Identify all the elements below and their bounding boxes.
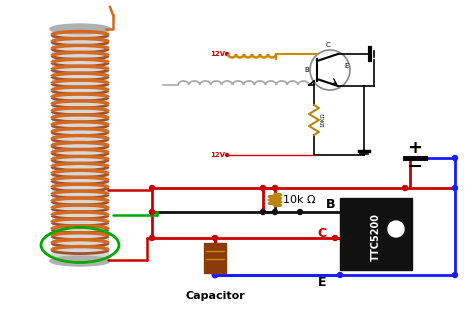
Text: B: B	[304, 67, 309, 73]
Circle shape	[388, 221, 404, 237]
Text: E: E	[344, 63, 348, 69]
Circle shape	[212, 272, 218, 277]
Ellipse shape	[50, 24, 110, 34]
Circle shape	[273, 186, 277, 191]
Circle shape	[337, 272, 343, 277]
Text: 12V: 12V	[210, 51, 225, 57]
Text: C: C	[326, 42, 330, 48]
Bar	[204, 243, 226, 273]
Text: 10k Ω: 10k Ω	[283, 195, 316, 205]
Circle shape	[212, 272, 218, 277]
Text: +: +	[408, 139, 422, 157]
Bar	[340, 198, 412, 270]
Bar	[160, 80, 178, 90]
Text: B: B	[326, 198, 335, 210]
Circle shape	[261, 209, 265, 214]
Circle shape	[149, 236, 155, 241]
Circle shape	[212, 236, 218, 241]
Circle shape	[212, 272, 218, 277]
Circle shape	[298, 209, 302, 214]
Circle shape	[273, 209, 277, 214]
Ellipse shape	[50, 256, 110, 266]
Text: C: C	[318, 226, 327, 240]
Text: E: E	[318, 276, 326, 289]
Circle shape	[149, 186, 155, 191]
Text: TTC5200: TTC5200	[371, 213, 381, 261]
Circle shape	[332, 236, 337, 241]
Text: Capacitor: Capacitor	[185, 291, 245, 301]
Circle shape	[226, 153, 228, 156]
Text: 12V: 12V	[210, 152, 225, 158]
Circle shape	[453, 186, 457, 191]
Circle shape	[453, 272, 457, 277]
Text: 10KΩ: 10KΩ	[320, 113, 325, 127]
Circle shape	[402, 186, 408, 191]
Bar	[52, 29, 108, 261]
Circle shape	[226, 53, 228, 56]
Circle shape	[149, 209, 155, 214]
Circle shape	[453, 155, 457, 160]
Circle shape	[261, 186, 265, 191]
